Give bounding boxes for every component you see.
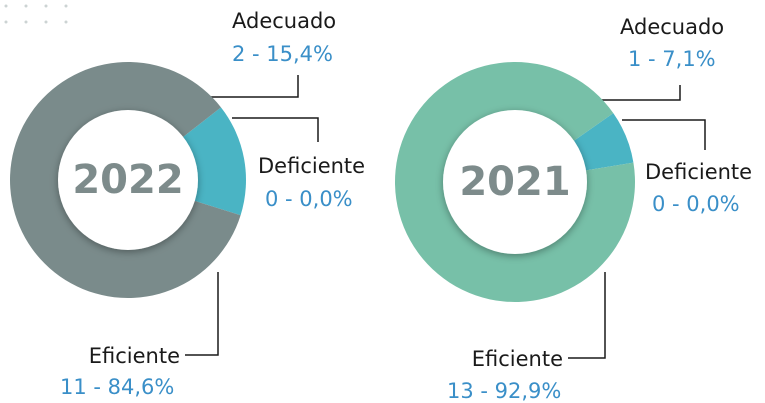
donut-hole: [443, 110, 587, 254]
value-label: 1 - 7,1%: [628, 47, 716, 71]
donut-hole: [58, 110, 198, 250]
value-label: 11 - 84,6%: [60, 375, 174, 399]
value-label: 0 - 0,0%: [265, 187, 353, 211]
value-label: 13 - 92,9%: [447, 379, 561, 403]
value-label: 2 - 15,4%: [232, 42, 333, 66]
category-label: Adecuado: [620, 15, 724, 39]
leader-lines: [185, 75, 706, 359]
center-label: 2021: [459, 159, 570, 205]
value-label: 0 - 0,0%: [652, 192, 740, 216]
category-label: Deficiente: [645, 160, 752, 184]
category-label: Eficiente: [472, 347, 563, 371]
category-label: Eficiente: [89, 344, 180, 368]
category-label: Deficiente: [258, 154, 365, 178]
decoration-dots: [4, 4, 68, 24]
category-label: Adecuado: [232, 9, 336, 33]
center-label: 2022: [72, 157, 183, 203]
